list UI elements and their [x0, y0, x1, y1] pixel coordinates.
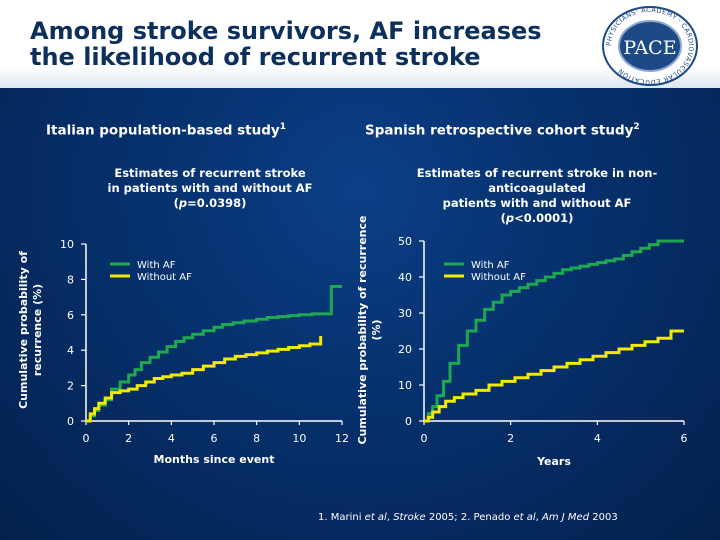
right-series-with-af-line: [424, 239, 684, 423]
slide-title-line1: Among stroke survivors, AF increases: [30, 17, 542, 45]
footnote-part1: 1. Marini: [318, 512, 365, 523]
left-p-prefix: (: [173, 196, 179, 210]
right-subtitle-line2: patients with and without AF: [442, 196, 632, 210]
pace-logo: PACE PHYSICIANS' ACADEMY · CARDIOVASCULA…: [602, 6, 698, 86]
footnote-part8: Am J Med: [542, 512, 590, 523]
right-y-axis-label-line: (%): [370, 319, 383, 340]
right-x-tick-label: 4: [594, 432, 601, 445]
right-p-prefix: (: [500, 211, 506, 225]
footnote: 1. Marini et al, Stroke 2005; 2. Penado …: [318, 512, 618, 523]
left-y-tick-label: 2: [67, 380, 74, 393]
left-y-axis-label: Cumulative probability ofrecurrence (%): [17, 251, 44, 409]
left-legend-label-with-af: With AF: [137, 260, 176, 271]
right-x-tick-label: 2: [507, 432, 514, 445]
left-study-title: Italian population-based study1: [46, 122, 286, 139]
footnote-part7: ,: [535, 512, 543, 523]
left-x-tick-label: 10: [292, 432, 306, 445]
right-x-tick-label: 0: [421, 432, 428, 445]
left-x-axis-label: Months since event: [154, 453, 275, 466]
right-p-symbol: p: [505, 211, 515, 225]
right-chart-subtitle: Estimates of recurrent stroke in non-ant…: [372, 166, 702, 226]
right-y-axis-label-line: Cumulative probability of recurrence: [356, 215, 369, 444]
left-y-tick-label: 10: [60, 238, 74, 251]
left-subtitle-line2: in patients with and without AF: [107, 181, 313, 195]
left-legend-label-without-af: Without AF: [137, 272, 192, 283]
right-study-title: Spanish retrospective cohort study2: [365, 122, 640, 139]
footnote-part6: et al: [513, 512, 536, 523]
footnote-part3: ,: [386, 512, 394, 523]
left-x-tick-label: 12: [335, 432, 349, 445]
right-y-tick-label: 30: [398, 307, 412, 320]
right-subtitle-line1: Estimates of recurrent stroke in non-ant…: [416, 166, 658, 195]
right-x-axis-label: Years: [536, 455, 571, 468]
left-x-tick-label: 0: [83, 432, 90, 445]
right-y-tick-label: 10: [398, 379, 412, 392]
right-legend-label-with-af: With AF: [471, 260, 510, 271]
right-y-tick-label: 50: [398, 235, 412, 248]
title-bar: [0, 0, 720, 88]
right-y-axis-label: Cumulative probability of recurrence(%): [356, 215, 383, 444]
left-y-tick-label: 0: [67, 415, 74, 428]
left-x-tick-label: 4: [168, 432, 175, 445]
left-y-tick-label: 4: [67, 344, 74, 357]
right-x-tick-label: 6: [681, 432, 688, 445]
left-p-symbol: p: [178, 196, 188, 210]
right-y-tick-label: 0: [405, 415, 412, 428]
footnote-part2: et al: [364, 512, 387, 523]
footnote-part4: Stroke: [393, 512, 426, 523]
left-study-ref: 1: [279, 122, 286, 132]
left-y-axis-label-line: recurrence (%): [31, 284, 44, 376]
right-p-text: <0.0001): [514, 211, 574, 225]
left-x-tick-label: 6: [211, 432, 218, 445]
right-legend-label-without-af: Without AF: [471, 272, 526, 283]
left-p-text: =0.0398): [187, 196, 247, 210]
left-series-with-af-line: [86, 284, 342, 423]
left-y-tick-label: 8: [67, 273, 74, 286]
right-study-ref: 2: [633, 122, 640, 132]
logo-text: PACE: [623, 37, 676, 59]
left-chart: 0 2 4 6 8 10 0 2 4 6 8 10 12 Months since event Cumula…: [17, 238, 349, 466]
slide-title: Among stroke survivors, AF increases the…: [30, 18, 590, 70]
left-series-without-af-line: [86, 336, 323, 423]
right-study-title-text: Spanish retrospective cohort study: [365, 122, 634, 139]
right-y-tick-label: 20: [398, 343, 412, 356]
left-x-tick-label: 8: [253, 432, 260, 445]
left-x-tick-label: 2: [125, 432, 132, 445]
right-p-value: (p<0.0001): [372, 211, 702, 226]
left-y-axis-label-line: Cumulative probability of: [17, 251, 30, 409]
left-chart-subtitle: Estimates of recurrent stroke in patient…: [90, 166, 330, 211]
left-subtitle-line1: Estimates of recurrent stroke: [114, 166, 306, 180]
right-series-without-af-line: [424, 329, 684, 423]
slide-title-line2: the likelihood of recurrent stroke: [30, 43, 481, 71]
right-chart: 0 10 20 30 40 50 0 2 4 6 Years Cumulative probabili…: [356, 215, 688, 468]
left-p-value: (p=0.0398): [90, 196, 330, 211]
left-y-tick-label: 6: [67, 309, 74, 322]
footnote-part5: 2005; 2. Penado: [425, 512, 514, 523]
left-study-title-text: Italian population-based study: [46, 122, 280, 139]
right-y-tick-label: 40: [398, 271, 412, 284]
footnote-part9: 2003: [589, 512, 618, 523]
